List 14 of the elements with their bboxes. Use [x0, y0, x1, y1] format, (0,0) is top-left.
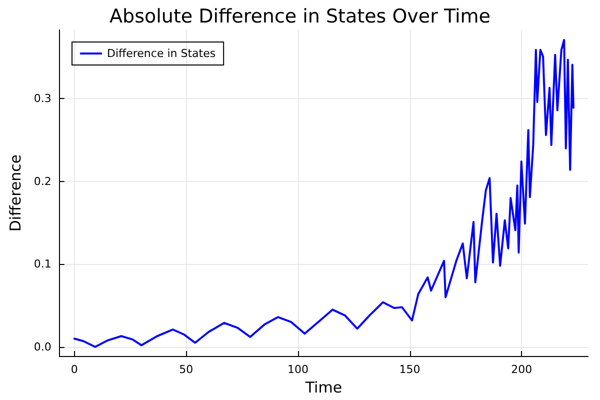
line-series [73, 38, 574, 348]
x-axis-title: Time [304, 378, 342, 396]
x-tick-label: 150 [399, 363, 420, 376]
y-tick-label: 0.0 [34, 340, 52, 354]
y-tick-label: 0.1 [34, 258, 52, 271]
y-tick-label: 0.3 [34, 92, 52, 106]
x-tick-label: 0 [70, 363, 78, 376]
legend-label: Difference in States [107, 47, 216, 60]
x-tick-label: 50 [179, 363, 194, 376]
x-tick-label: 200 [511, 363, 532, 376]
y-tick-label: 0.2 [34, 174, 52, 188]
x-tick-label: 100 [287, 363, 308, 376]
y-axis-title: Difference [6, 154, 24, 232]
chart-title: Absolute Difference in States Over Time [110, 6, 490, 28]
